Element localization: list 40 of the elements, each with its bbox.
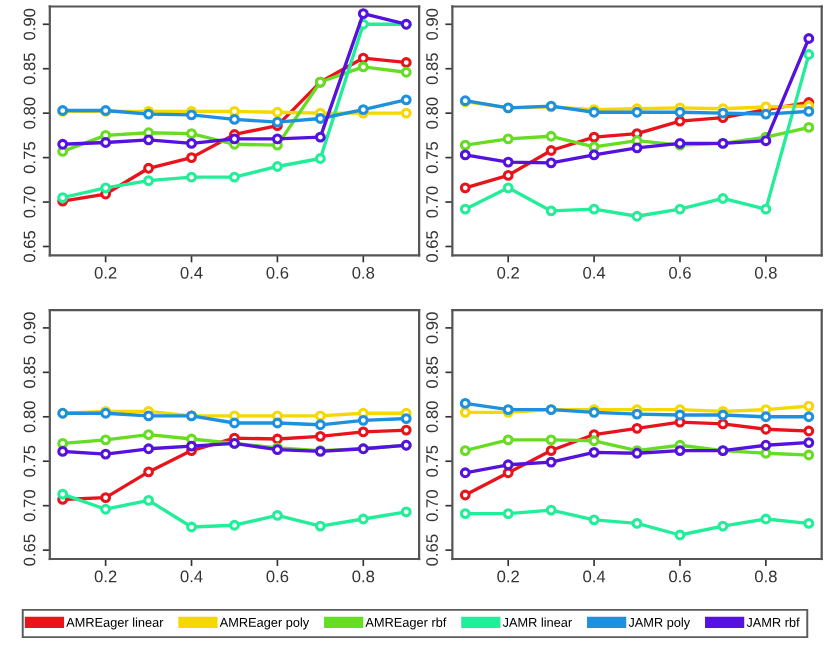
y-tick-label: 0.90 [23, 8, 36, 40]
y-tick-label: 0.80 [426, 97, 438, 129]
x-tick-label: 0.6 [266, 570, 289, 583]
x-tick-label: 0.4 [583, 266, 606, 279]
y-tick-label: 0.65 [426, 534, 438, 566]
x-tick-label: 0.4 [180, 266, 203, 279]
x-tick-label: 0.6 [266, 266, 289, 279]
x-tick-label: 0.2 [497, 266, 519, 279]
y-tick-label: 0.85 [426, 53, 438, 85]
x-tick-label: 0.6 [669, 266, 691, 279]
y-tick-label: 0.90 [426, 312, 438, 344]
x-tick-label: 0.8 [352, 570, 375, 583]
y-tick-label: 0.75 [23, 445, 36, 477]
y-tick-label: 0.85 [23, 53, 36, 85]
y-tick-label: 0.85 [23, 356, 36, 388]
x-tick-label: 0.8 [754, 266, 777, 279]
x-tick-label: 0.2 [94, 570, 117, 583]
x-tick-label: 0.8 [754, 570, 777, 583]
x-tick-label: 0.8 [352, 266, 375, 279]
y-tick-label: 0.90 [23, 312, 36, 344]
x-tick-label: 0.2 [497, 570, 519, 583]
y-tick-label: 0.65 [23, 534, 36, 566]
y-tick-label: 0.80 [426, 401, 438, 433]
y-tick-label: 0.75 [426, 445, 438, 477]
y-tick-label: 0.80 [23, 401, 36, 433]
y-tick-label: 0.65 [426, 230, 438, 263]
x-tick-label: 0.2 [94, 266, 117, 279]
y-tick-label: 0.70 [426, 186, 438, 218]
y-tick-label: 0.80 [23, 97, 36, 129]
y-tick-label: 0.70 [23, 490, 36, 522]
x-tick-label: 0.4 [583, 570, 606, 583]
x-tick-label: 0.6 [669, 570, 691, 583]
y-tick-label: 0.70 [23, 186, 36, 218]
y-tick-label: 0.75 [23, 142, 36, 174]
x-tick-label: 0.4 [180, 570, 203, 583]
y-tick-label: 0.70 [426, 490, 438, 522]
y-tick-label: 0.90 [426, 8, 438, 40]
y-tick-label: 0.75 [426, 142, 438, 174]
y-tick-label: 0.65 [23, 230, 36, 263]
y-tick-label: 0.85 [426, 356, 438, 388]
